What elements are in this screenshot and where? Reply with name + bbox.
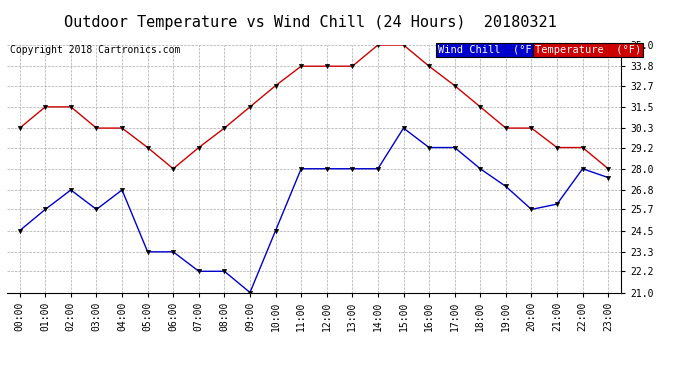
Text: Outdoor Temperature vs Wind Chill (24 Hours)  20180321: Outdoor Temperature vs Wind Chill (24 Ho…: [64, 15, 557, 30]
Text: Copyright 2018 Cartronics.com: Copyright 2018 Cartronics.com: [10, 45, 181, 55]
Text: Temperature  (°F): Temperature (°F): [535, 45, 641, 55]
Text: Wind Chill  (°F): Wind Chill (°F): [438, 45, 538, 55]
